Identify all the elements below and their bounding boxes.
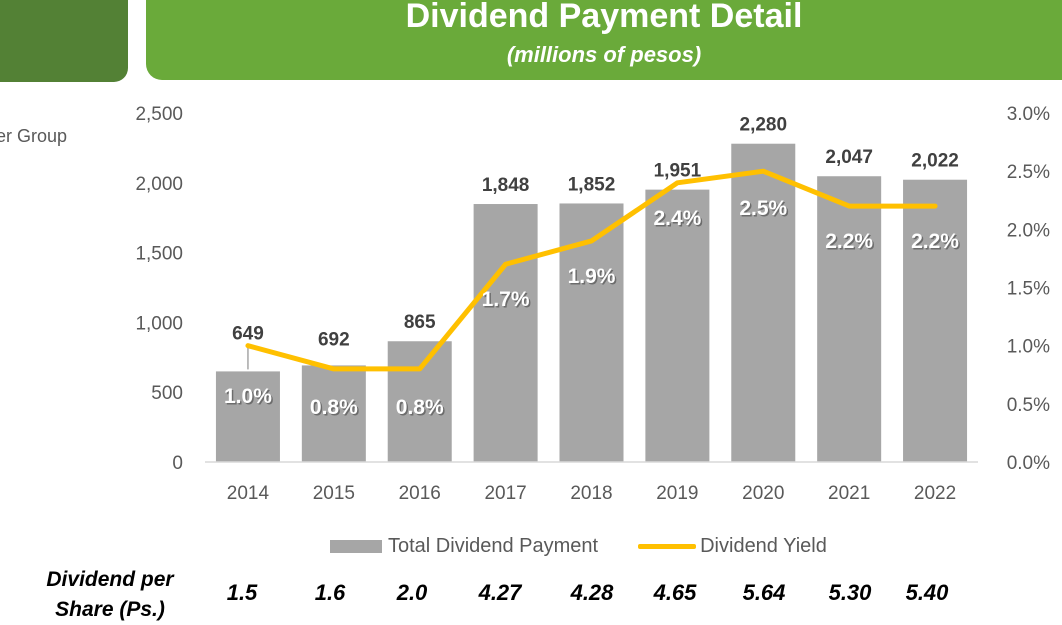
- bar-value-label: 2,047: [825, 147, 873, 168]
- x-axis-tick-label: 2014: [227, 483, 270, 504]
- x-axis-tick-label: 2018: [570, 483, 612, 504]
- y-axis-tick-label: 1,000: [135, 313, 183, 334]
- x-axis-tick-label: 2015: [313, 483, 355, 504]
- bar-value-label: 2,022: [911, 151, 959, 172]
- y2-axis-tick-label: 2.0%: [1007, 220, 1050, 241]
- bar-value-label: 2,280: [740, 115, 788, 136]
- bar-value-label: 1,852: [568, 174, 616, 195]
- yield-value-label: 2.5%: [739, 197, 787, 220]
- dividend-per-share-value: 4.28: [552, 580, 632, 606]
- x-axis-tick-label: 2020: [742, 483, 784, 504]
- x-axis-tick-label: 2022: [914, 483, 956, 504]
- legend-line-label: Dividend Yield: [700, 535, 827, 558]
- y2-axis-tick-label: 1.5%: [1007, 279, 1050, 300]
- bar-value-label: 1,848: [482, 175, 530, 196]
- yield-value-label: 1.7%: [482, 288, 530, 311]
- yield-value-label: 1.9%: [568, 265, 616, 288]
- yield-value-label: 1.0%: [224, 385, 272, 408]
- x-axis-tick-label: 2021: [828, 483, 870, 504]
- dividend-per-share-value: 4.65: [635, 580, 715, 606]
- bar-value-label: 649: [232, 323, 264, 344]
- bar-2017: [474, 204, 538, 462]
- dividend-per-share-label: Dividend per Share (Ps.): [30, 565, 190, 625]
- y-axis-tick-label: 500: [151, 383, 183, 404]
- x-axis-tick-label: 2019: [656, 483, 698, 504]
- dividend-per-share-value: 4.27: [460, 580, 540, 606]
- yield-value-label: 0.8%: [310, 396, 358, 419]
- dividend-per-share-value: 5.40: [887, 580, 967, 606]
- bar-2021: [817, 176, 881, 462]
- yield-value-label: 0.8%: [396, 396, 444, 419]
- dividend-per-share-value: 5.30: [810, 580, 890, 606]
- yield-value-label: 2.2%: [911, 230, 959, 253]
- bar-value-label: 1,951: [654, 161, 702, 182]
- dividend-per-share-value: 1.5: [202, 580, 282, 606]
- legend-bar-label: Total Dividend Payment: [388, 535, 598, 558]
- dividend-per-share-value: 5.64: [724, 580, 804, 606]
- x-axis-tick-label: 2017: [484, 483, 526, 504]
- y-axis-tick-label: 0: [172, 453, 183, 474]
- y-axis-tick-label: 2,500: [135, 104, 183, 125]
- y2-axis-tick-label: 2.5%: [1007, 162, 1050, 183]
- x-axis-tick-label: 2016: [399, 483, 441, 504]
- bar-2022: [903, 180, 967, 462]
- y-axis-tick-label: 2,000: [135, 174, 183, 195]
- yield-value-label: 2.2%: [825, 230, 873, 253]
- chart-legend: Total Dividend Payment Dividend Yield: [330, 532, 827, 560]
- dividend-per-share-value: 1.6: [290, 580, 370, 606]
- y2-axis-tick-label: 0.0%: [1007, 453, 1050, 474]
- legend-bar-swatch: [330, 540, 382, 553]
- bar-2020: [731, 144, 795, 462]
- y2-axis-tick-label: 1.0%: [1007, 337, 1050, 358]
- bar-value-label: 692: [318, 329, 350, 350]
- y-axis-tick-label: 1,500: [135, 244, 183, 265]
- y2-axis-tick-label: 0.5%: [1007, 395, 1050, 416]
- legend-line-swatch: [638, 544, 696, 549]
- dividend-per-share-value: 2.0: [372, 580, 452, 606]
- bar-value-label: 865: [404, 312, 436, 333]
- yield-value-label: 2.4%: [653, 207, 701, 230]
- y2-axis-tick-label: 3.0%: [1007, 104, 1050, 125]
